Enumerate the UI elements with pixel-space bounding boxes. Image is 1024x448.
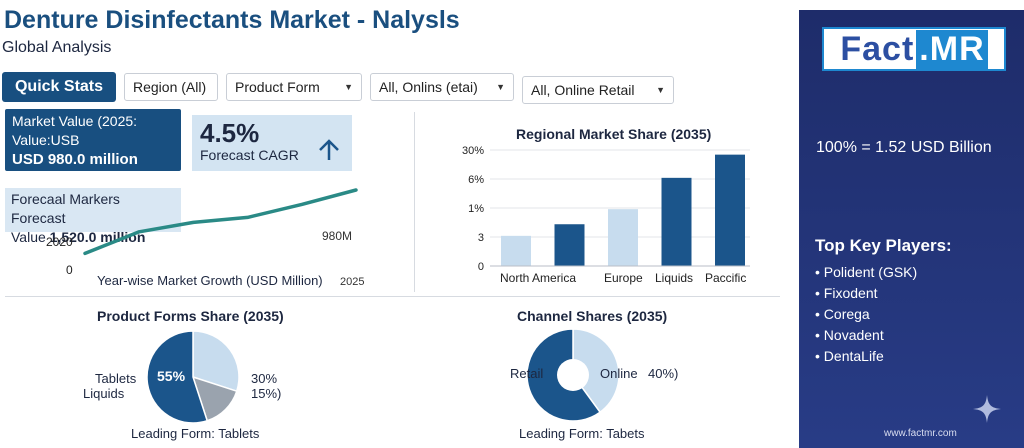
product-forms-title: Product Forms Share (2035) (97, 308, 284, 324)
horizontal-divider (5, 296, 780, 297)
bar (608, 209, 638, 266)
growth-y-tick-bottom: 0 (66, 263, 73, 277)
arrow-up-icon (319, 139, 339, 160)
y-tick-label: 3 (478, 232, 484, 244)
cagr-value: 4.5% (200, 118, 260, 148)
bar (501, 235, 531, 266)
sidebar-panel (799, 10, 1024, 448)
retail-dropdown[interactable]: All, Online Retail ▼ (522, 76, 674, 104)
channel-label-online: Online (600, 366, 638, 381)
forecast-prefix: Value (11, 229, 50, 245)
product-forms-label-liquids: Liquids (83, 386, 125, 401)
list-item: • Fixodent (815, 285, 878, 301)
product-forms-label-tablets: Tablets (95, 371, 137, 386)
chevron-down-icon: ▼ (344, 82, 353, 92)
footer-url[interactable]: www.factmr.com (884, 428, 957, 439)
scale-note: 100% = 1.52 USD Billion (816, 139, 992, 156)
market-value-amount: USD 980.0 million (12, 151, 138, 168)
growth-line (83, 188, 358, 256)
market-value-line2: Value:USB (12, 132, 80, 148)
pie-slice (192, 330, 240, 393)
forecast-card: Forecaal Markers Forecast Value 1,520.0 … (5, 188, 181, 245)
regional-chart-title: Regional Market Share (2035) (516, 126, 712, 142)
y-tick-label: 1% (468, 203, 484, 215)
regional-x-label-paccific: Paccific (705, 271, 747, 285)
bar (715, 154, 745, 266)
donut-slice (572, 328, 620, 414)
logo-text-fact: Fact (840, 29, 915, 68)
product-form-label: Product Form (235, 79, 320, 95)
product-forms-pie-chart (146, 330, 240, 424)
market-value-line1: Market Value (2025: (12, 113, 138, 129)
channel-dropdown-label: All, Onlins (etai) (379, 79, 478, 95)
product-forms-value-15: 15%) (251, 386, 282, 401)
product-form-dropdown[interactable]: Product Form ▼ (226, 73, 362, 101)
pie-slice (146, 330, 209, 424)
growth-y-tick-top: 2020 (46, 235, 73, 249)
sparkle-icon (973, 395, 1001, 423)
chevron-down-icon: ▼ (496, 82, 505, 92)
product-forms-footer: Leading Form: Tablets (131, 426, 260, 441)
page-title: Denture Disinfectants Market - Nalysls (4, 6, 460, 34)
logo-text-mr: .MR (916, 29, 988, 69)
bar (554, 224, 585, 266)
channel-shares-donut-chart (526, 328, 620, 422)
growth-x-tick-end: 2025 (340, 276, 365, 288)
retail-dropdown-label: All, Online Retail (531, 82, 635, 98)
list-item: • DentaLife (815, 348, 884, 364)
channel-label-retail: Retail (510, 366, 544, 381)
product-forms-center-label: 55% (157, 368, 186, 384)
regional-x-label-liquids: Liquids (655, 271, 694, 285)
forecast-line1: Forecaal Markers Forecast (11, 191, 120, 226)
vertical-divider (414, 112, 415, 292)
y-tick-label: 30% (462, 145, 484, 157)
market-value-card: Market Value (2025: Value:USB USD 980.0 … (5, 109, 181, 171)
channel-value-online: 40%) (648, 366, 679, 381)
chevron-down-icon: ▼ (656, 85, 665, 95)
product-forms-value-30: 30% (251, 371, 278, 386)
factmr-logo[interactable]: Fact .MR (822, 27, 1006, 71)
regional-x-label-europe: Europe (604, 271, 643, 285)
list-item: • Novadent (815, 327, 884, 343)
channel-shares-title: Channel Shares (2035) (517, 308, 668, 324)
forecast-value: 1,520.0 million (49, 229, 146, 245)
channel-shares-footer: Leading Form: Tabets (519, 426, 645, 441)
donut-hole (557, 359, 589, 391)
growth-annotation: 980M (322, 229, 353, 243)
players-list: • Polident (GSK) • Fixodent • Corega • N… (815, 262, 917, 367)
regional-x-label-north-america: North America (500, 271, 577, 285)
bar (661, 177, 692, 266)
growth-x-label: Year-wise Market Growth (USD Million) (97, 273, 323, 288)
quick-stats-tab[interactable]: Quick Stats (2, 72, 116, 102)
channel-dropdown[interactable]: All, Onlins (etai) ▼ (370, 73, 514, 101)
region-filter[interactable]: Region (All) (124, 73, 218, 101)
regional-bar-chart: 30% 6% 1% 3 0 (462, 145, 750, 270)
region-filter-label: Region (All) (133, 79, 207, 95)
list-item: • Polident (GSK) (815, 264, 918, 280)
growth-line-chart (83, 188, 358, 256)
cagr-label: Forecast CAGR (200, 147, 299, 163)
list-item: • Corega (815, 306, 870, 322)
y-tick-label: 6% (468, 174, 484, 186)
cagr-card: 4.5% Forecast CAGR (192, 115, 352, 171)
page-subtitle: Global Analysis (2, 39, 112, 56)
top-players-title: Top Key Players: (815, 236, 952, 255)
y-tick-label: 0 (478, 261, 484, 270)
